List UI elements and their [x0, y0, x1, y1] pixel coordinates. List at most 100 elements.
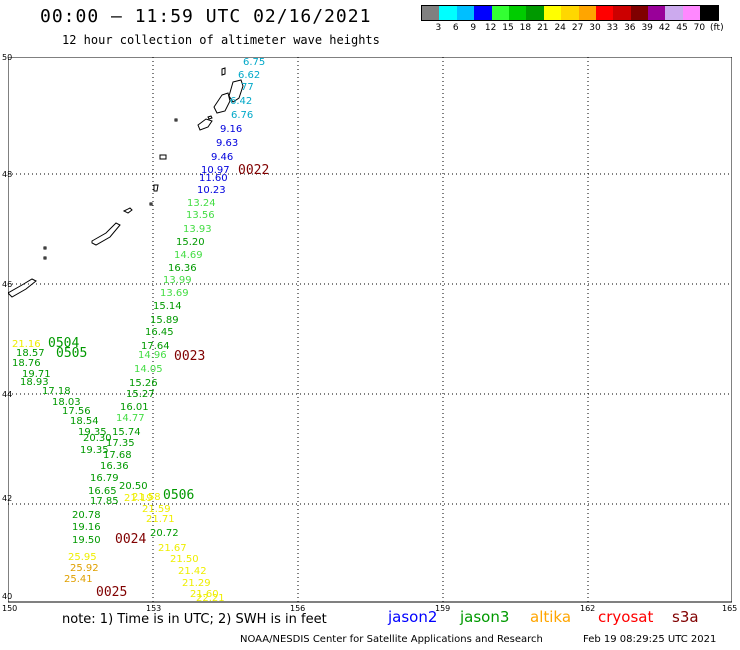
legend-label: 6: [452, 23, 459, 33]
latitude-label: 46: [2, 280, 13, 289]
legend-swatch: [578, 6, 596, 20]
wave-height-label: 25.92: [70, 563, 99, 574]
wave-height-label: 18.93: [20, 377, 49, 388]
color-scale-legend: 3 6 9 12 15 18 21 24 27 30 33 36 39 42 45 70 (ft): [421, 5, 724, 33]
wave-height-label: 19.50: [72, 535, 101, 546]
legend-swatch: [700, 6, 718, 20]
satellite-altika-label: altika: [530, 608, 572, 626]
wave-height-label: 21.42: [178, 566, 207, 577]
legend-label: 9: [470, 23, 477, 33]
wave-height-label: 9.63: [216, 138, 238, 149]
wave-height-label: 13.24: [187, 198, 216, 209]
legend-swatch: [648, 6, 666, 20]
map-subtitle: 12 hour collection of altimeter wave hei…: [62, 33, 380, 47]
legend-label: 21: [537, 23, 549, 33]
legend-label: 24: [554, 23, 566, 33]
wave-height-label: 19.35: [80, 445, 109, 456]
track-id-label: 0024: [115, 532, 146, 547]
track-id-label: 0506: [163, 488, 194, 503]
wave-height-label: 6.76: [231, 110, 253, 121]
legend-swatch: [439, 6, 457, 20]
wave-height-label: 20.72: [150, 528, 179, 539]
wave-height-label: 21.59: [142, 504, 171, 515]
generation-timestamp: Feb 19 08:29:25 UTC 2021: [583, 634, 717, 645]
legend-swatch: [682, 6, 701, 20]
wave-height-label: 21.60: [190, 589, 219, 600]
track-id-label: 0022: [238, 163, 269, 178]
island-1: [221, 67, 226, 76]
legend-label: (ft): [710, 23, 724, 33]
latitude-label: 50: [2, 53, 13, 62]
wave-height-label: 14.69: [174, 250, 203, 261]
island-9: [149, 202, 153, 206]
wave-height-label: 22.21: [196, 593, 225, 604]
map-title: 00:00 – 11:59 UTC 02/16/2021: [40, 6, 372, 27]
legend-swatch: [543, 6, 562, 20]
legend-swatch: [526, 6, 544, 20]
legend-label: 18: [519, 23, 532, 33]
credit-line: NOAA/NESDIS Center for Satellite Applica…: [240, 634, 543, 645]
wave-height-label: 19.35: [78, 427, 107, 438]
wave-height-label: 13.69: [160, 288, 189, 299]
wave-height-label: 10.97: [201, 165, 230, 176]
wave-height-label: 16.79: [90, 473, 119, 484]
wave-height-label: 19.71: [22, 369, 51, 380]
wave-height-label: 21.19: [124, 493, 153, 504]
legend-swatch: [491, 6, 509, 20]
wave-height-label: 17.18: [42, 386, 71, 397]
legend-swatch: [422, 6, 440, 20]
wave-height-label: 18.03: [52, 397, 81, 408]
wave-height-label: 19.16: [72, 522, 101, 533]
coastline-islands: [8, 67, 244, 298]
wave-height-label: 17.68: [103, 450, 132, 461]
latitude-label: 44: [2, 390, 13, 399]
wave-height-label: 15.20: [176, 237, 205, 248]
legend-swatch: [613, 6, 631, 20]
map-frame: [8, 57, 732, 603]
wave-height-label: 25.95: [68, 552, 97, 563]
wave-height-label: 15.89: [150, 315, 179, 326]
legend-label: 39: [641, 23, 653, 33]
wave-height-label: 14.05: [134, 364, 163, 375]
wave-height-label: 21.29: [182, 578, 211, 589]
wave-height-label: 18.57: [16, 348, 45, 359]
wave-height-label: 9.16: [220, 124, 242, 135]
satellite-jason3-label: jason3: [460, 608, 510, 626]
wave-height-label: 14.77: [116, 413, 145, 424]
legend-swatch: [630, 6, 649, 20]
wave-height-label: 13.56: [186, 210, 215, 221]
legend-label: 45: [676, 23, 688, 33]
latitude-label: 42: [2, 494, 13, 503]
wave-height-label: 15.26: [129, 378, 158, 389]
island-11: [91, 222, 121, 246]
wave-height-label: 20.50: [119, 481, 148, 492]
latitude-label: 40: [2, 592, 13, 601]
legend-label: 42: [658, 23, 671, 33]
island-14: [8, 278, 37, 298]
legend-label: 30: [589, 23, 601, 33]
wave-height-label: 77: [241, 82, 254, 93]
wave-height-label: 13.99: [163, 275, 192, 286]
wave-height-label: 17.85: [90, 496, 119, 507]
wave-height-label: 6.62: [238, 70, 260, 81]
wave-height-label: 6.75: [243, 57, 265, 68]
track-id-label: 0023: [174, 349, 205, 364]
wave-height-label: 18.76: [12, 358, 41, 369]
legend-swatch: [456, 6, 475, 20]
island-3: [213, 92, 231, 114]
legend-label: 27: [571, 23, 584, 33]
legend-label: 36: [624, 23, 636, 33]
color-scale-labels: 3 6 9 12 15 18 21 24 27 30 33 36 39 42 45 70 (ft): [421, 21, 724, 33]
island-10: [122, 207, 133, 214]
wave-height-label: 18.54: [70, 416, 99, 427]
wave-height-label: 16.45: [145, 327, 174, 338]
wave-height-label: 13.93: [183, 224, 212, 235]
longitude-label: 156: [290, 604, 306, 613]
island-8: [153, 184, 159, 192]
legend-label: 70: [693, 23, 706, 33]
legend-swatch: [595, 6, 614, 20]
wave-height-label: 21.71: [146, 514, 175, 525]
